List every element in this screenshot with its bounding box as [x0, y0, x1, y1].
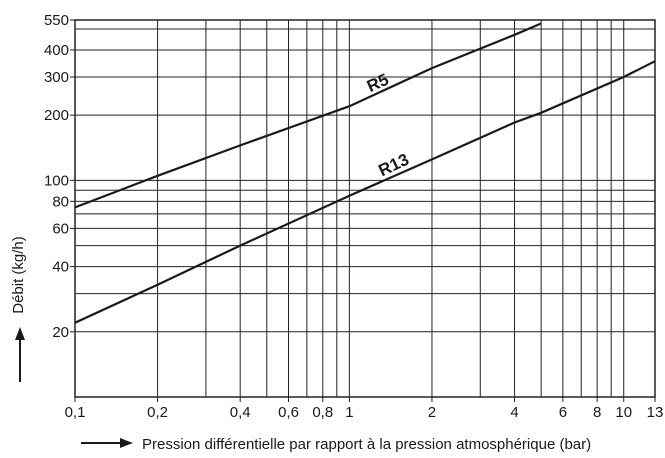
- y-tick-label: 100: [44, 172, 69, 189]
- y-tick-label: 20: [52, 324, 69, 341]
- x-tick-label: 0,1: [65, 404, 86, 421]
- x-tick-label: 0,6: [278, 404, 299, 421]
- y-tick-label: 40: [52, 259, 69, 276]
- x-tick-label: 1: [345, 404, 353, 421]
- y-axis-title: Débit (kg/h): [10, 236, 27, 314]
- x-tick-label: 2: [428, 404, 436, 421]
- svg-text:R5: R5: [364, 70, 392, 96]
- y-tick-label: 200: [44, 107, 69, 124]
- series-label-r5: R5: [364, 70, 392, 96]
- x-axis-arrow: [81, 438, 133, 448]
- x-tick-label: 6: [559, 404, 567, 421]
- x-tick-label: 8: [593, 404, 601, 421]
- axes: [70, 19, 656, 402]
- tick-labels: 0,1 0,2 0,4 0,6 0,8 1 2 4 6 8 10 13 20 40 60 80 100 200 30…: [44, 12, 663, 421]
- series-line-r5: [74, 22, 542, 209]
- series-line-r13: [74, 60, 656, 324]
- y-tick-label: 300: [44, 69, 69, 86]
- x-tick-label: 0,2: [147, 404, 168, 421]
- y-tick-label: 400: [44, 42, 69, 59]
- x-tick-label: 4: [510, 404, 518, 421]
- x-tick-label: 0,4: [230, 404, 251, 421]
- y-axis-arrow: [15, 327, 25, 382]
- series-lines: [74, 22, 656, 324]
- x-tick-label: 13: [647, 404, 664, 421]
- x-axis-title: Pression différentielle par rapport à la…: [142, 436, 591, 453]
- grid: [74, 20, 656, 397]
- y-tick-label: 550: [44, 12, 69, 29]
- x-tick-label: 0,8: [312, 404, 333, 421]
- y-tick-label: 80: [52, 193, 69, 210]
- plot-frame: [74, 19, 656, 398]
- y-tick-label: 60: [52, 220, 69, 237]
- x-tick-label: 10: [615, 404, 632, 421]
